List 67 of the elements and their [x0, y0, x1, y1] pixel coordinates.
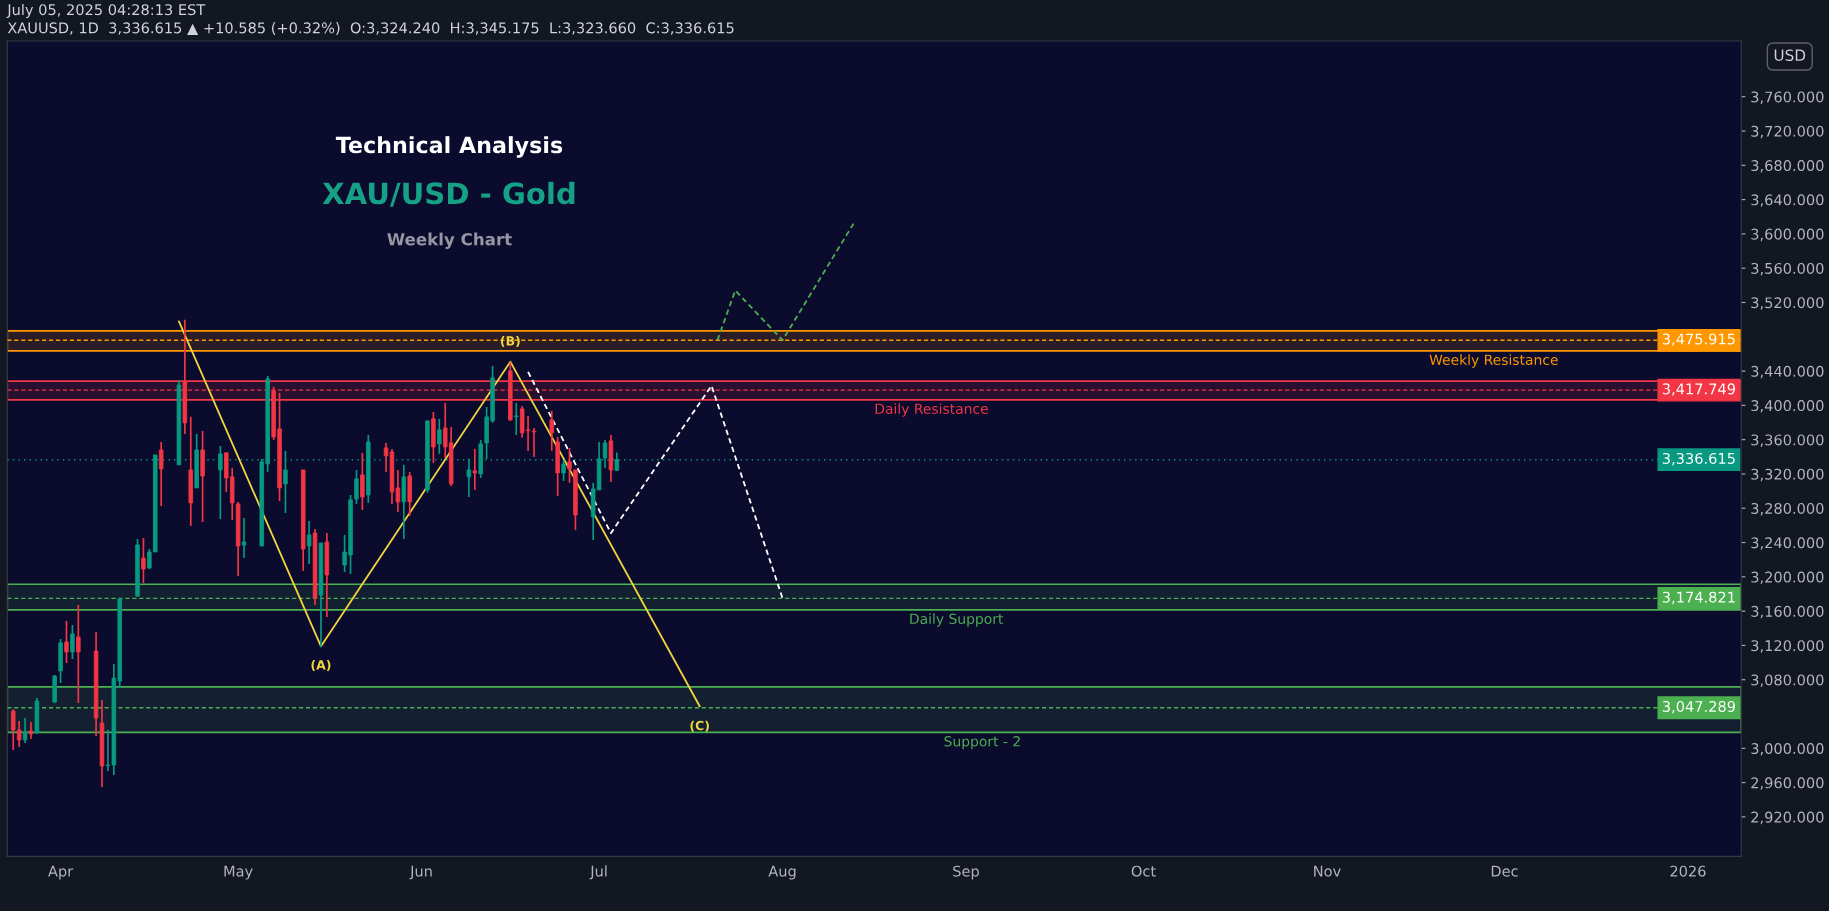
band-label: Daily Resistance: [875, 403, 988, 417]
ref-line-label: 3,417.749: [1662, 383, 1735, 396]
x-tick-label: Oct: [1131, 865, 1156, 877]
y-tick-label: 3,560.000: [1751, 262, 1824, 276]
candlestick: [22, 717, 28, 744]
y-tick-label: 3,520.000: [1751, 297, 1824, 310]
line-series: [178, 320, 701, 708]
x-tick-label: Jun: [409, 865, 432, 880]
candlestick: [306, 520, 312, 565]
y-tick-label: 3,160.000: [1751, 605, 1824, 619]
candlestick: [70, 624, 75, 660]
y-tick-label: 3,360.000: [1751, 434, 1824, 447]
candlestick: [360, 452, 365, 511]
x-tick-label: May: [224, 865, 253, 880]
candlestick: [218, 445, 223, 520]
y-tick-label: 3,440.000: [1751, 365, 1824, 379]
ref-line-label: 3,475.915: [1662, 333, 1735, 346]
y-tick-label: 3,680.000: [1751, 160, 1824, 173]
y-tick-label: 3,240.000: [1751, 537, 1824, 550]
candlestick: [472, 448, 478, 491]
band-label: Support - 2: [944, 736, 1020, 750]
candlestick: [241, 517, 247, 559]
x-tick-label: Sep: [953, 865, 979, 880]
text: July 05, 2025 04:28:13 EST: [6, 3, 206, 18]
band-label: Daily Support: [910, 613, 1004, 627]
candlestick: [466, 458, 472, 498]
text: XAUUSD, 1D 3,336.615 ▲ +10.585 (+0.32%) O:3,324.240 H:3,345.175 L:3,323.660 C:3,336.615: [7, 22, 734, 36]
candlestick: [561, 459, 566, 482]
y-tick-label: 3,320.000: [1751, 468, 1824, 482]
candlestick: [437, 418, 442, 455]
ref-line-label: 3,174.821: [1662, 591, 1735, 605]
band-label: Weekly Resistance: [1429, 354, 1558, 368]
candlestick: [531, 427, 537, 458]
y-tick-label: 3,080.000: [1751, 674, 1824, 687]
candlestick: [64, 620, 69, 664]
y-tick-label: 3,600.000: [1751, 228, 1824, 242]
y-tick-label: 3,200.000: [1751, 571, 1824, 585]
x-tick-label: Dec: [1491, 865, 1518, 877]
candlestick: [76, 604, 81, 704]
candlestick: [549, 410, 554, 452]
annotation: (C): [690, 720, 709, 732]
y-tick-label: 3,120.000: [1751, 640, 1824, 653]
candlestick: [141, 537, 146, 584]
candlestick: [158, 441, 164, 507]
y-tick-label: 3,760.000: [1751, 91, 1824, 104]
text: XAU/USD - Gold: [322, 181, 575, 207]
annotation: Weekly Chart: [387, 232, 512, 249]
annotation: (A): [311, 659, 331, 672]
y-tick-label: 2,920.000: [1751, 811, 1824, 825]
y-tick-label: 3,640.000: [1751, 194, 1824, 207]
x-tick-label: Jul: [589, 865, 607, 880]
ref-line-label: 3,336.615: [1662, 452, 1735, 466]
y-tick-label: 3,400.000: [1751, 400, 1824, 413]
candlestick: [513, 402, 519, 436]
y-tick-label: 3,720.000: [1751, 125, 1824, 139]
x-tick-label: Apr: [48, 865, 74, 880]
y-axis-title: USD: [1774, 49, 1806, 61]
x-tick-label: 2026: [1670, 865, 1706, 877]
line-series: [527, 371, 784, 600]
y-tick-label: 2,960.000: [1751, 777, 1824, 790]
y-tick-label: 3,280.000: [1751, 502, 1824, 516]
x-tick-label: Aug: [768, 865, 796, 880]
candlestick: [283, 450, 288, 514]
y-tick-label: 3,000.000: [1751, 743, 1824, 756]
ref-line-label: 3,047.289: [1662, 700, 1735, 714]
text: Technical Analysis: [335, 136, 563, 158]
x-tick-label: Nov: [1314, 865, 1341, 877]
